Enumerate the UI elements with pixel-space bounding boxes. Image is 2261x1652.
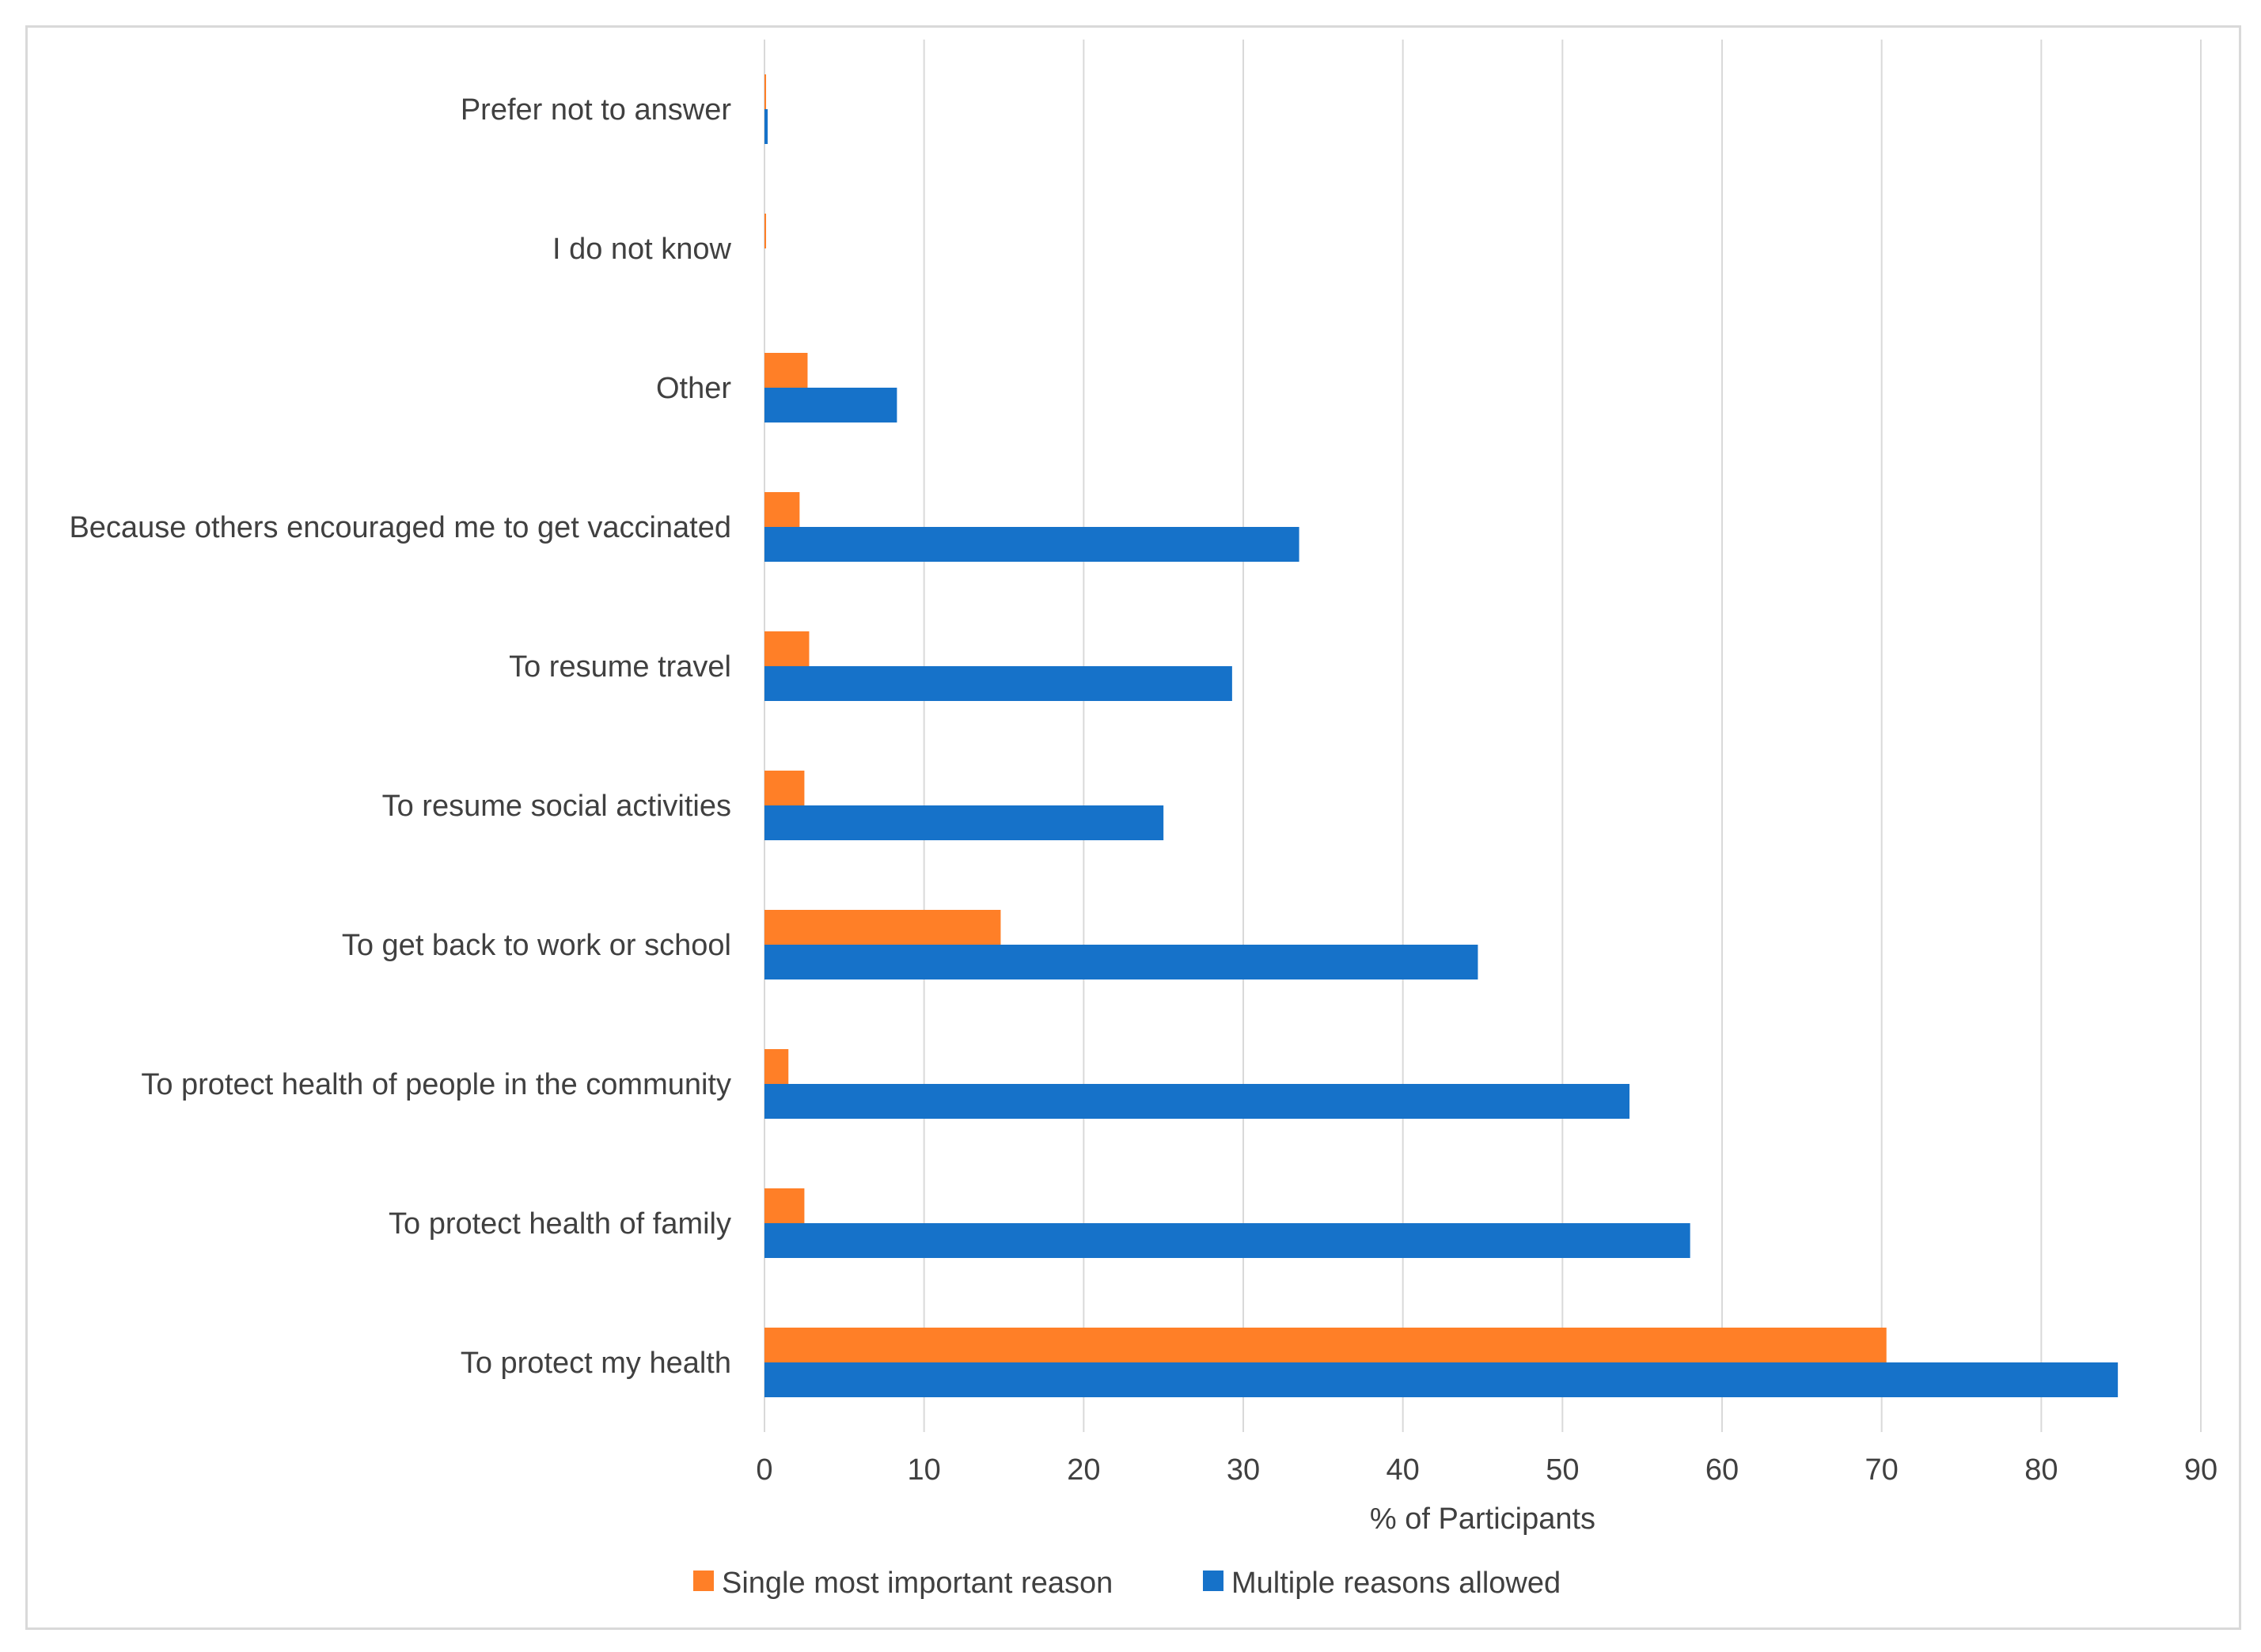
x-tick-label: 10: [908, 1453, 941, 1487]
x-axis-title: % of Participants: [1370, 1502, 1595, 1536]
bar-multiple-reasons: [764, 1362, 2119, 1397]
category-label: I do not know: [552, 233, 732, 266]
legend-swatch: [693, 1571, 714, 1591]
bar-single-reason: [764, 1188, 805, 1223]
x-tick-label: 60: [1705, 1453, 1739, 1487]
bar-single-reason: [764, 492, 800, 527]
category-label: To resume travel: [509, 650, 731, 684]
bar-multiple-reasons: [764, 805, 1164, 840]
category-label: Because others encouraged me to get vacc…: [69, 511, 731, 544]
category-label: To protect health of people in the commu…: [141, 1068, 731, 1101]
bar-single-reason: [764, 353, 808, 388]
category-label: To protect my health: [461, 1347, 731, 1380]
bar-single-reason: [764, 1328, 1887, 1362]
bar-multiple-reasons: [764, 1223, 1690, 1258]
category-labels: To protect my health To protect health of…: [69, 93, 731, 1380]
legend-swatch: [1203, 1571, 1223, 1591]
x-tick-label: 20: [1067, 1453, 1100, 1487]
legend-label: Single most important reason: [722, 1567, 1113, 1600]
legend-label: Multiple reasons allowed: [1231, 1567, 1561, 1600]
x-tick-label: 30: [1227, 1453, 1260, 1487]
bar-single-reason: [764, 631, 810, 666]
bar-single-reason: [764, 771, 805, 805]
bar-multiple-reasons: [764, 109, 768, 144]
bar-single-reason: [764, 74, 767, 109]
category-label: Prefer not to answer: [461, 93, 732, 127]
legend: Single most important reason Multiple rea…: [693, 1567, 1561, 1600]
x-tick-label: 50: [1546, 1453, 1579, 1487]
bar-single-reason: [764, 910, 1001, 945]
bar-multiple-reasons: [764, 945, 1478, 979]
category-label: To get back to work or school: [342, 929, 731, 962]
bar-multiple-reasons: [764, 666, 1232, 701]
x-tick-labels: 0 10 20 30 40 50 60 70 80 90: [756, 1453, 2217, 1487]
bar-multiple-reasons: [764, 388, 897, 422]
x-tick-label: 80: [2024, 1453, 2058, 1487]
category-label: To resume social activities: [382, 790, 731, 823]
bar-multiple-reasons: [764, 1084, 1630, 1119]
x-tick-label: 0: [756, 1453, 772, 1487]
bar-single-reason: [764, 1049, 789, 1084]
category-label: Other: [656, 372, 731, 405]
category-label: To protect health of family: [389, 1207, 731, 1241]
x-tick-label: 70: [1865, 1453, 1899, 1487]
bar-single-reason: [764, 214, 767, 248]
bars: [764, 74, 2119, 1397]
x-tick-label: 90: [2184, 1453, 2217, 1487]
bar-multiple-reasons: [764, 527, 1299, 562]
x-tick-label: 40: [1387, 1453, 1420, 1487]
